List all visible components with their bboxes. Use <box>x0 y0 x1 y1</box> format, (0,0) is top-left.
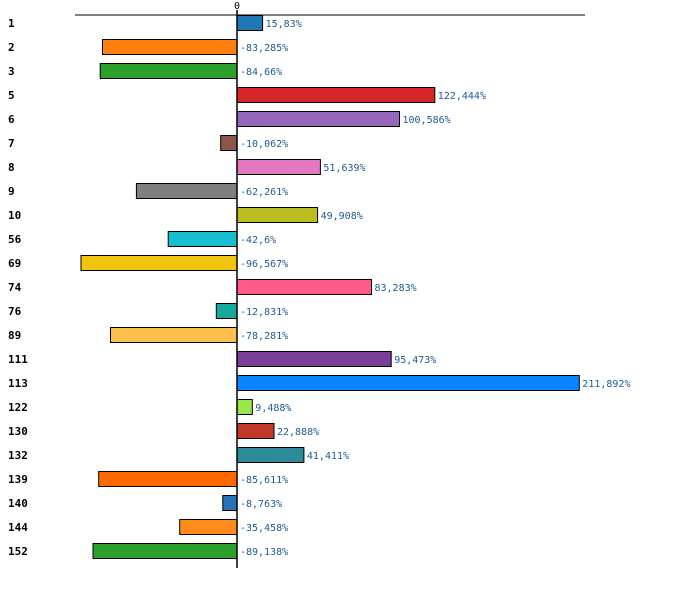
bar-113 <box>236 375 580 391</box>
value-label-140: -8,763% <box>240 499 282 510</box>
value-label-7: -10,062% <box>240 139 288 150</box>
bar-152 <box>92 543 238 559</box>
value-label-113: 211,892% <box>582 379 630 390</box>
value-label-152: -89,138% <box>240 547 288 558</box>
value-label-139: -85,611% <box>240 475 288 486</box>
bar-139 <box>98 471 238 487</box>
category-label-130: 130 <box>8 425 28 438</box>
category-label-8: 8 <box>8 161 15 174</box>
bar-140 <box>222 495 238 511</box>
zero-tick-label: 0 <box>234 1 240 12</box>
value-label-74: 83,283% <box>375 283 417 294</box>
bar-8 <box>236 159 321 175</box>
value-label-8: 51,639% <box>323 163 365 174</box>
category-label-3: 3 <box>8 65 15 78</box>
bar-132 <box>236 447 305 463</box>
category-label-144: 144 <box>8 521 28 534</box>
bar-3 <box>99 63 238 79</box>
value-label-76: -12,831% <box>240 307 288 318</box>
category-label-69: 69 <box>8 257 21 270</box>
value-label-122: 9,488% <box>255 403 291 414</box>
value-label-6: 100,586% <box>403 115 451 126</box>
bar-76 <box>215 303 238 319</box>
category-label-1: 1 <box>8 17 15 30</box>
category-label-132: 132 <box>8 449 28 462</box>
bar-111 <box>236 351 392 367</box>
value-label-132: 41,411% <box>307 451 349 462</box>
category-label-10: 10 <box>8 209 21 222</box>
value-label-89: -78,281% <box>240 331 288 342</box>
category-label-122: 122 <box>8 401 28 414</box>
value-label-1: 15,83% <box>266 19 302 30</box>
value-label-56: -42,6% <box>240 235 276 246</box>
bar-144 <box>179 519 238 535</box>
category-label-56: 56 <box>8 233 22 246</box>
bar-122 <box>236 399 253 415</box>
category-label-74: 74 <box>8 281 22 294</box>
category-label-5: 5 <box>8 89 15 102</box>
category-labels-group: 1235678910566974768911111312213013213914… <box>8 17 28 558</box>
bar-1 <box>236 15 264 31</box>
value-label-3: -84,66% <box>240 67 282 78</box>
value-label-5: 122,444% <box>438 91 486 102</box>
bar-69 <box>80 255 238 271</box>
value-label-2: -83,285% <box>240 43 288 54</box>
bar-10 <box>236 207 319 223</box>
bar-74 <box>236 279 372 295</box>
category-label-89: 89 <box>8 329 21 342</box>
value-labels-group: 15,83% -83,285% -84,66% 122,444% 100,586% -10… <box>240 19 630 558</box>
bar-2 <box>102 39 238 55</box>
category-label-139: 139 <box>8 473 28 486</box>
bar-6 <box>236 111 400 127</box>
category-label-2: 2 <box>8 41 15 54</box>
bar-5 <box>236 87 436 103</box>
category-label-6: 6 <box>8 113 15 126</box>
value-label-111: 95,473% <box>394 355 436 366</box>
category-label-140: 140 <box>8 497 28 510</box>
category-label-76: 76 <box>8 305 22 318</box>
value-label-69: -96,567% <box>240 259 288 270</box>
bars-group <box>80 15 580 559</box>
bar-56 <box>167 231 238 247</box>
category-label-111: 111 <box>8 353 28 366</box>
bar-9 <box>135 183 238 199</box>
value-label-144: -35,458% <box>240 523 288 534</box>
bar-7 <box>220 135 238 151</box>
value-label-130: 22,888% <box>277 427 319 438</box>
value-label-10: 49,908% <box>321 211 363 222</box>
bar-130 <box>236 423 275 439</box>
category-label-113: 113 <box>8 377 28 390</box>
value-label-9: -62,261% <box>240 187 288 198</box>
bar-89 <box>110 327 238 343</box>
category-label-152: 152 <box>8 545 28 558</box>
category-label-9: 9 <box>8 185 15 198</box>
category-label-7: 7 <box>8 137 15 150</box>
